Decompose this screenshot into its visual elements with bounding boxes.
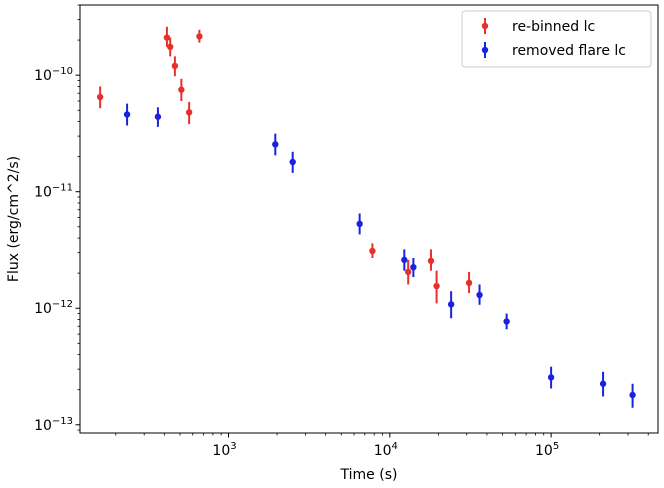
x-axis-ticks: 103 104 105	[212, 433, 559, 459]
data-point	[629, 391, 636, 399]
data-point	[401, 256, 408, 264]
data-point	[171, 62, 179, 70]
data-point	[369, 247, 376, 255]
x-axis-title: Time (s)	[340, 467, 398, 483]
data-point	[410, 263, 417, 271]
legend-marker	[481, 46, 489, 54]
minor-ticks	[77, 4, 649, 436]
y-tick-label: 10−12	[34, 299, 73, 317]
y-tick-label: 10−10	[34, 66, 73, 84]
data-point	[163, 34, 171, 41]
y-tick-label: 10−13	[34, 416, 73, 434]
legend-label: removed flare lc	[512, 43, 626, 59]
data-point	[289, 158, 296, 166]
legend: re-binned lc removed flare lc	[461, 10, 652, 68]
y-axis-title: Flux (erg/cm^2/s)	[6, 156, 22, 282]
data-point	[196, 33, 203, 40]
data-point	[272, 141, 279, 148]
data-point	[154, 113, 162, 120]
data-point	[178, 86, 185, 93]
data-point	[404, 268, 412, 276]
data-point	[433, 282, 440, 290]
data-point	[167, 43, 174, 51]
data-point	[356, 220, 363, 228]
data-point	[96, 93, 104, 101]
data-point	[123, 111, 131, 118]
plot-frame	[79, 4, 659, 434]
legend-box	[461, 10, 652, 68]
data-point	[547, 374, 555, 381]
series-rebinned	[96, 26, 473, 304]
legend-marker	[481, 22, 489, 30]
series-removed-flare	[123, 103, 636, 408]
x-tick-label: 103	[212, 441, 236, 459]
data-point	[599, 380, 607, 387]
x-tick-label: 105	[535, 441, 559, 459]
y-axis-ticks: 10−13 10−12 10−11 10−10	[34, 66, 80, 434]
data-series	[96, 26, 636, 408]
data-point	[503, 318, 510, 325]
data-point	[476, 291, 483, 299]
legend-label: re-binned lc	[512, 19, 595, 35]
y-tick-label: 10−11	[34, 183, 73, 201]
x-tick-label: 104	[374, 441, 398, 459]
data-point	[447, 301, 455, 308]
data-point	[465, 279, 473, 287]
data-point	[185, 109, 193, 116]
data-point	[427, 257, 435, 265]
